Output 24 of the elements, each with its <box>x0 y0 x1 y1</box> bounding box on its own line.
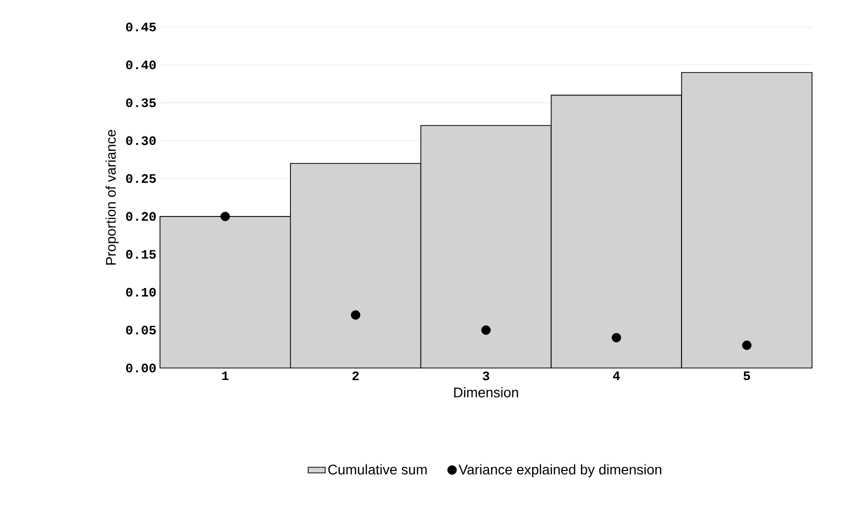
y-tick-label: 0.10 <box>126 288 156 297</box>
y-tick-label: 0.30 <box>126 136 156 146</box>
x-tick-label: 4 <box>612 372 620 380</box>
y-tick-label: 0.45 <box>126 22 156 32</box>
y-tick-label: 0.15 <box>126 250 156 259</box>
legend-label: Variance explained by dimension <box>458 464 662 478</box>
y-tick-label: 0.35 <box>126 98 156 108</box>
y-tick-label: 0.25 <box>126 174 156 183</box>
legend-label: Cumulative sum <box>328 464 427 474</box>
x-tick-label: 5 <box>744 372 750 380</box>
x-tick-label: 1 <box>222 372 229 380</box>
y-tick-label: 0.40 <box>126 60 156 70</box>
y-tick-label: 0.20 <box>126 212 156 221</box>
point <box>350 310 360 320</box>
point <box>742 340 752 350</box>
y-tick-label: 0.00 <box>126 364 156 372</box>
point <box>481 325 491 335</box>
point <box>612 332 622 342</box>
point <box>220 212 230 222</box>
y-tick-label: 0.05 <box>126 326 156 335</box>
x-axis-title: Dimension <box>454 387 518 398</box>
y-axis-title: Proportion of variance <box>106 130 119 265</box>
x-tick-label: 2 <box>352 372 359 380</box>
x-tick-label: 3 <box>482 372 490 380</box>
